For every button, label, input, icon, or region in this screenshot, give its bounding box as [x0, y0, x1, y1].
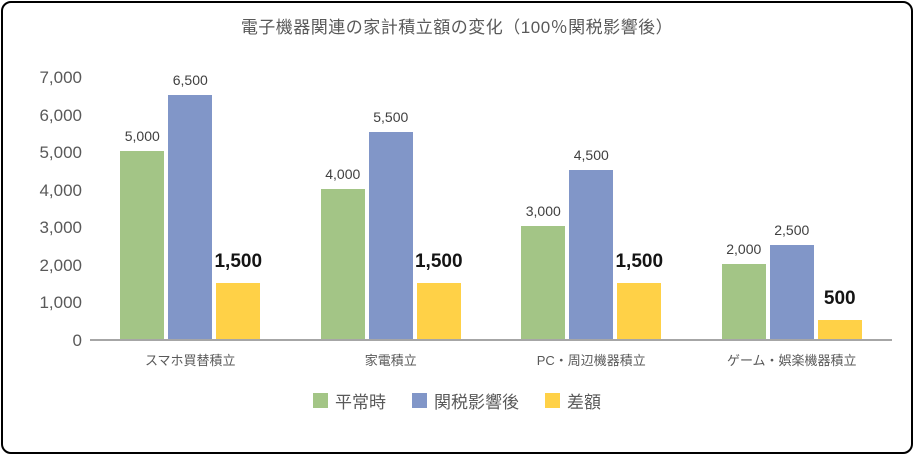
bar	[721, 263, 766, 339]
category-label: ゲーム・娯楽機器積立	[726, 353, 857, 368]
legend-item: 差額	[545, 388, 601, 413]
bar	[416, 282, 461, 339]
legend-label: 差額	[567, 393, 601, 412]
category-label: スマホ買替積立	[144, 353, 236, 368]
bar	[617, 282, 662, 339]
y-axis-tick-label: 0	[72, 331, 82, 350]
legend-swatch	[412, 393, 427, 408]
bar	[769, 245, 814, 339]
plot-area: 5,000 6,500 1,500 4,000 5,500 1,500 3,000 4,500…	[90, 72, 892, 341]
legend-label: 関税影響後	[434, 393, 519, 412]
value-label: 2,500	[774, 222, 810, 239]
bar	[320, 188, 365, 339]
legend-item: 平常時	[313, 388, 386, 413]
category-label: 家電積立	[364, 353, 417, 368]
y-axis-tick-label: 7,000	[39, 68, 82, 87]
value-label: 1,500	[615, 250, 664, 272]
bar	[120, 151, 165, 339]
legend-label: 平常時	[335, 393, 386, 412]
value-label: 1,500	[414, 250, 463, 272]
bar	[168, 94, 213, 339]
y-axis-tick-label: 1,000	[39, 293, 82, 313]
legend: 平常時 関税影響後 差額	[0, 388, 914, 413]
legend-swatch	[313, 393, 328, 408]
y-axis: 0 1,000 2,000 3,000 4,000 5,000 6,000 7,000	[8, 68, 82, 350]
value-label: 4,000	[325, 165, 361, 182]
y-axis-tick-label: 5,000	[39, 143, 82, 163]
bar	[569, 169, 614, 339]
category-label: PC・周辺機器積立	[536, 353, 646, 368]
y-axis-tick-label: 2,000	[39, 255, 82, 275]
chart-title: 電子機器関連の家計積立額の変化（100％関税影響後）	[240, 18, 674, 37]
y-axis-tick-label: 4,000	[39, 180, 82, 200]
legend-item: 関税影響後	[412, 388, 519, 413]
bar	[216, 282, 261, 339]
category-axis: スマホ買替積立 家電積立 PC・周辺機器積立 ゲーム・娯楽機器積立	[90, 350, 892, 368]
bar	[521, 226, 566, 339]
value-label: 4,500	[573, 146, 609, 163]
legend-swatch	[545, 393, 560, 408]
value-label: 6,500	[172, 71, 208, 88]
y-axis-tick-label: 6,000	[39, 105, 82, 125]
value-label: 1,500	[214, 250, 263, 272]
bar	[817, 320, 862, 339]
value-label: 3,000	[525, 203, 561, 220]
value-label: 5,000	[124, 128, 160, 145]
bar	[368, 132, 413, 339]
value-label: 5,500	[373, 109, 409, 126]
value-label: 500	[823, 288, 856, 310]
y-axis-tick-label: 3,000	[39, 218, 82, 238]
value-label: 2,000	[726, 240, 762, 257]
